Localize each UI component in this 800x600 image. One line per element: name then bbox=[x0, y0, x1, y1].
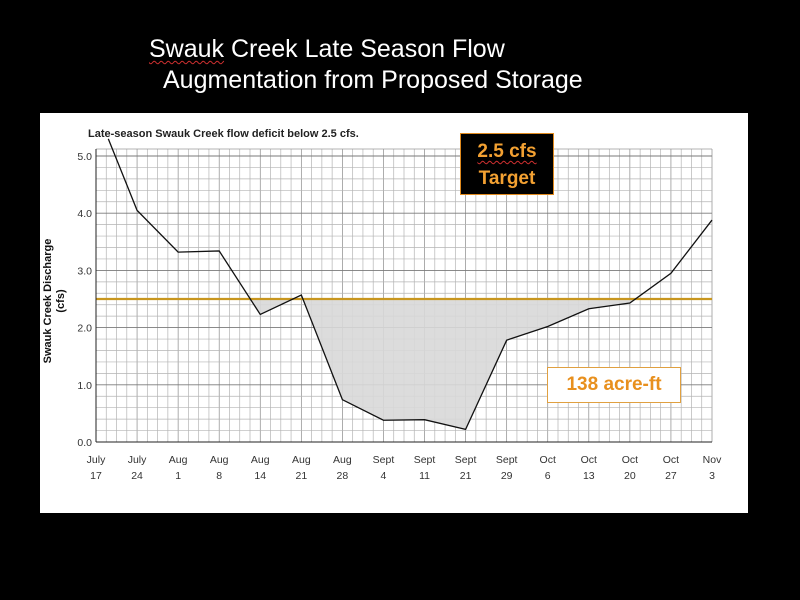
x-tick-label-month: Nov bbox=[703, 454, 722, 466]
y-tick-label: 2.0 bbox=[77, 323, 92, 335]
title-word-swauk: Swauk bbox=[149, 35, 225, 63]
data-layer bbox=[96, 138, 713, 431]
y-tick-label: 0.0 bbox=[77, 437, 92, 449]
title-line-1-rest: Creek Late Season Flow bbox=[224, 35, 505, 63]
x-tick-label-day: 11 bbox=[419, 470, 430, 482]
axes: 0.0 1.0 2.0 3.0 4.0 5.0 July 17 July 24 Aug 1 Aug 8 Au… bbox=[77, 149, 722, 482]
target-annotation-label: Target bbox=[478, 168, 536, 189]
x-tick-label-month: July bbox=[128, 454, 147, 466]
chart-title: Late-season Swauk Creek flow deficit bel… bbox=[88, 128, 359, 140]
x-tick-label-month: Aug bbox=[169, 454, 188, 466]
flow-chart: Late-season Swauk Creek flow deficit bel… bbox=[42, 128, 722, 482]
y-axis-unit: (cfs) bbox=[55, 289, 67, 313]
x-tick-label-day: 29 bbox=[501, 470, 513, 482]
x-tick-label-month: Aug bbox=[333, 454, 352, 466]
deficit-volume-annotation: 138 acre-ft bbox=[547, 367, 681, 403]
title-line-2: Augmentation from Proposed Storage bbox=[163, 66, 583, 94]
x-tick-label-day: 21 bbox=[460, 470, 472, 482]
y-tick-label: 4.0 bbox=[77, 208, 92, 220]
discharge-line bbox=[107, 138, 713, 431]
x-tick-label-month: Oct bbox=[581, 454, 597, 466]
x-tick-label-month: Aug bbox=[210, 454, 229, 466]
x-tick-label-month: Oct bbox=[622, 454, 638, 466]
deficit-area bbox=[302, 299, 636, 430]
x-tick-label-day: 4 bbox=[381, 470, 387, 482]
x-tick-label-day: 6 bbox=[545, 470, 551, 482]
y-tick-label: 5.0 bbox=[77, 151, 92, 163]
y-tick-label: 3.0 bbox=[77, 265, 92, 277]
x-tick-label-day: 28 bbox=[337, 470, 349, 482]
x-tick-label-month: Sept bbox=[373, 454, 395, 466]
x-tick-label-day: 1 bbox=[175, 470, 181, 482]
target-annotation: 2.5 cfs Target bbox=[460, 133, 554, 195]
x-tick-label-month: Aug bbox=[292, 454, 311, 466]
y-tick-label: 1.0 bbox=[77, 380, 92, 392]
x-tick-label-month: Sept bbox=[496, 454, 518, 466]
target-annotation-value: 2.5 cfs bbox=[477, 141, 537, 162]
x-tick-label-month: Sept bbox=[414, 454, 436, 466]
x-tick-label-day: 13 bbox=[583, 470, 595, 482]
title-line-1: Swauk Creek Late Season Flow bbox=[149, 34, 505, 65]
deficit-area bbox=[250, 299, 293, 315]
chart-panel: Late-season Swauk Creek flow deficit bel… bbox=[40, 113, 748, 513]
x-tick-label-month: Oct bbox=[663, 454, 679, 466]
x-tick-label-day: 21 bbox=[295, 470, 307, 482]
x-tick-label-day: 24 bbox=[131, 470, 143, 482]
x-tick-label-day: 3 bbox=[709, 470, 715, 482]
x-tick-label-month: Oct bbox=[540, 454, 556, 466]
x-tick-label-day: 8 bbox=[216, 470, 222, 482]
x-tick-label-day: 20 bbox=[624, 470, 636, 482]
x-tick-label-day: 17 bbox=[90, 470, 102, 482]
x-tick-label-day: 14 bbox=[254, 470, 266, 482]
x-tick-label-month: July bbox=[87, 454, 106, 466]
x-tick-label-day: 27 bbox=[665, 470, 677, 482]
x-tick-label-month: Aug bbox=[251, 454, 270, 466]
x-tick-label-month: Sept bbox=[455, 454, 477, 466]
y-axis-label: Swauk Creek Discharge bbox=[42, 239, 54, 364]
